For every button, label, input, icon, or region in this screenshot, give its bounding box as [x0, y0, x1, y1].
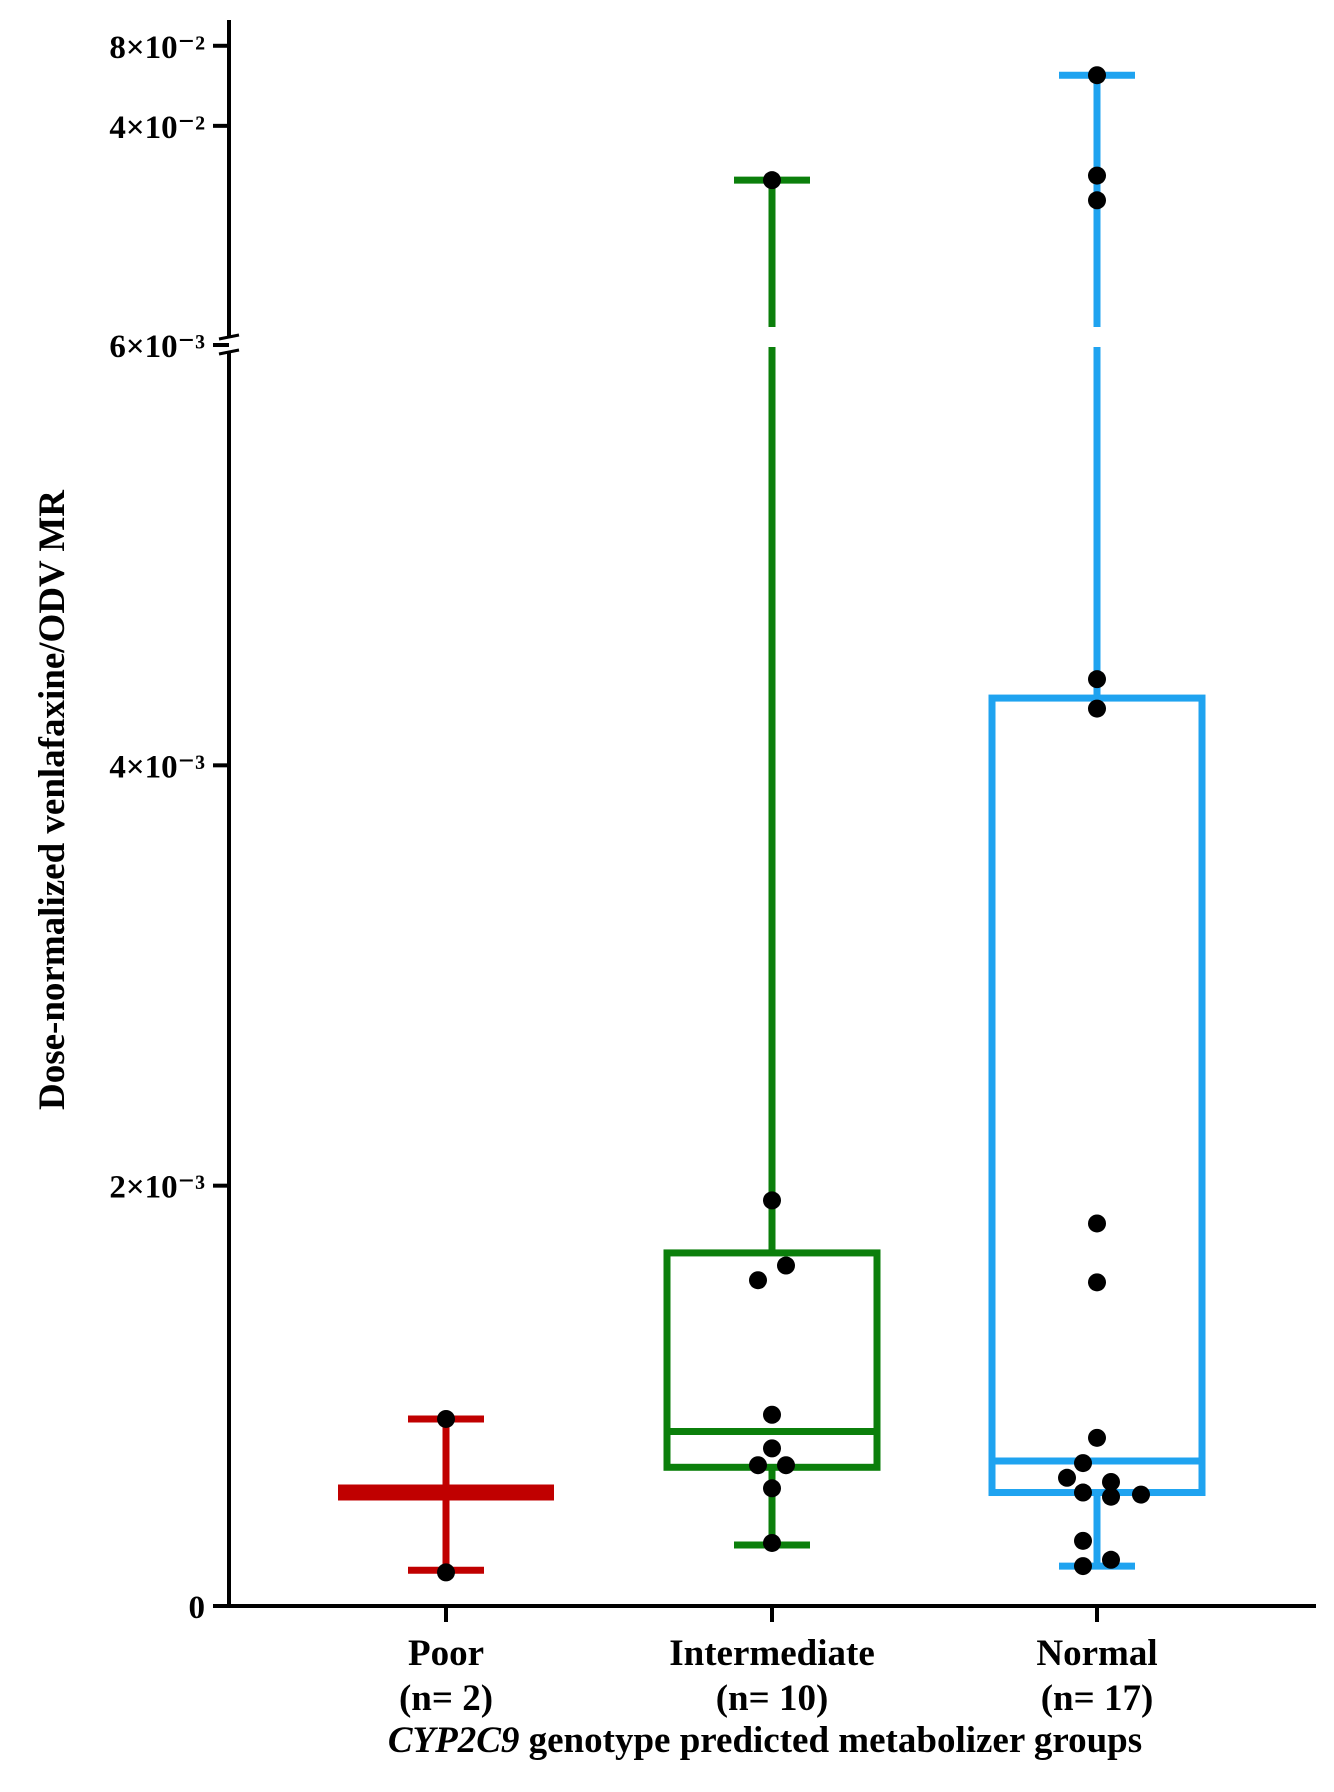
data-point — [1088, 191, 1106, 210]
axes: 0 2×10⁻³ 4×10⁻³ 6×10⁻³ 4×10⁻² 8×10⁻² Poor(n= 2… — [109, 20, 1316, 1719]
category-label: Poor — [408, 1633, 484, 1674]
data-point — [763, 1405, 781, 1424]
data-point — [1088, 1214, 1106, 1233]
data-point — [1088, 1428, 1106, 1447]
iqr-box — [663, 1249, 881, 1471]
data-point — [763, 1533, 781, 1552]
data-point — [1132, 1485, 1150, 1504]
data-point — [749, 1271, 767, 1290]
category-label: Intermediate — [669, 1633, 875, 1674]
data-points — [437, 66, 1150, 1582]
y-tick-label: 0 — [189, 1590, 206, 1626]
data-point — [1074, 1454, 1092, 1473]
box-poor — [338, 1415, 554, 1574]
category-n-label: (n= 2) — [399, 1678, 493, 1719]
data-point — [763, 1439, 781, 1458]
data-point — [1088, 699, 1106, 718]
y-axis-label: Dose-normalized venlafaxine/ODV MR — [32, 489, 73, 1110]
data-point — [1058, 1468, 1076, 1487]
data-point — [1074, 1557, 1092, 1576]
box-normal — [988, 71, 1206, 1570]
category-label: Normal — [1036, 1633, 1157, 1674]
y-tick-label: 8×10⁻² — [109, 30, 205, 66]
data-point — [1088, 166, 1106, 185]
data-point — [777, 1256, 795, 1275]
data-point — [1074, 1483, 1092, 1502]
data-point — [749, 1456, 767, 1475]
data-point — [1088, 670, 1106, 689]
data-point — [437, 1409, 455, 1428]
data-point — [1088, 66, 1106, 85]
category-n-label: (n= 17) — [1041, 1678, 1154, 1719]
y-tick-label: 6×10⁻³ — [109, 329, 205, 365]
x-axis-label: CYP2C9 genotype predicted metabolizer gr… — [388, 1720, 1142, 1761]
data-point — [1088, 1273, 1106, 1292]
axis-labels: CYP2C9 genotype predicted metabolizer gr… — [32, 489, 1142, 1761]
data-point — [1102, 1473, 1120, 1492]
y-tick-label: 4×10⁻² — [109, 110, 205, 146]
data-point — [763, 1191, 781, 1210]
data-point — [763, 1479, 781, 1498]
data-point — [777, 1456, 795, 1475]
box-intermediate — [663, 176, 881, 1549]
data-point — [437, 1563, 455, 1582]
axis-break-mark-top — [218, 333, 240, 341]
axis-break-mark-bottom — [218, 348, 240, 356]
y-tick-label: 4×10⁻³ — [109, 749, 205, 785]
category-n-label: (n= 10) — [716, 1678, 829, 1719]
data-point — [763, 171, 781, 190]
data-point — [1102, 1550, 1120, 1569]
data-point — [1074, 1531, 1092, 1550]
boxes — [338, 71, 1206, 1574]
y-tick-label: 2×10⁻³ — [109, 1170, 205, 1206]
iqr-box — [988, 694, 1206, 1497]
data-point — [1102, 1487, 1120, 1506]
